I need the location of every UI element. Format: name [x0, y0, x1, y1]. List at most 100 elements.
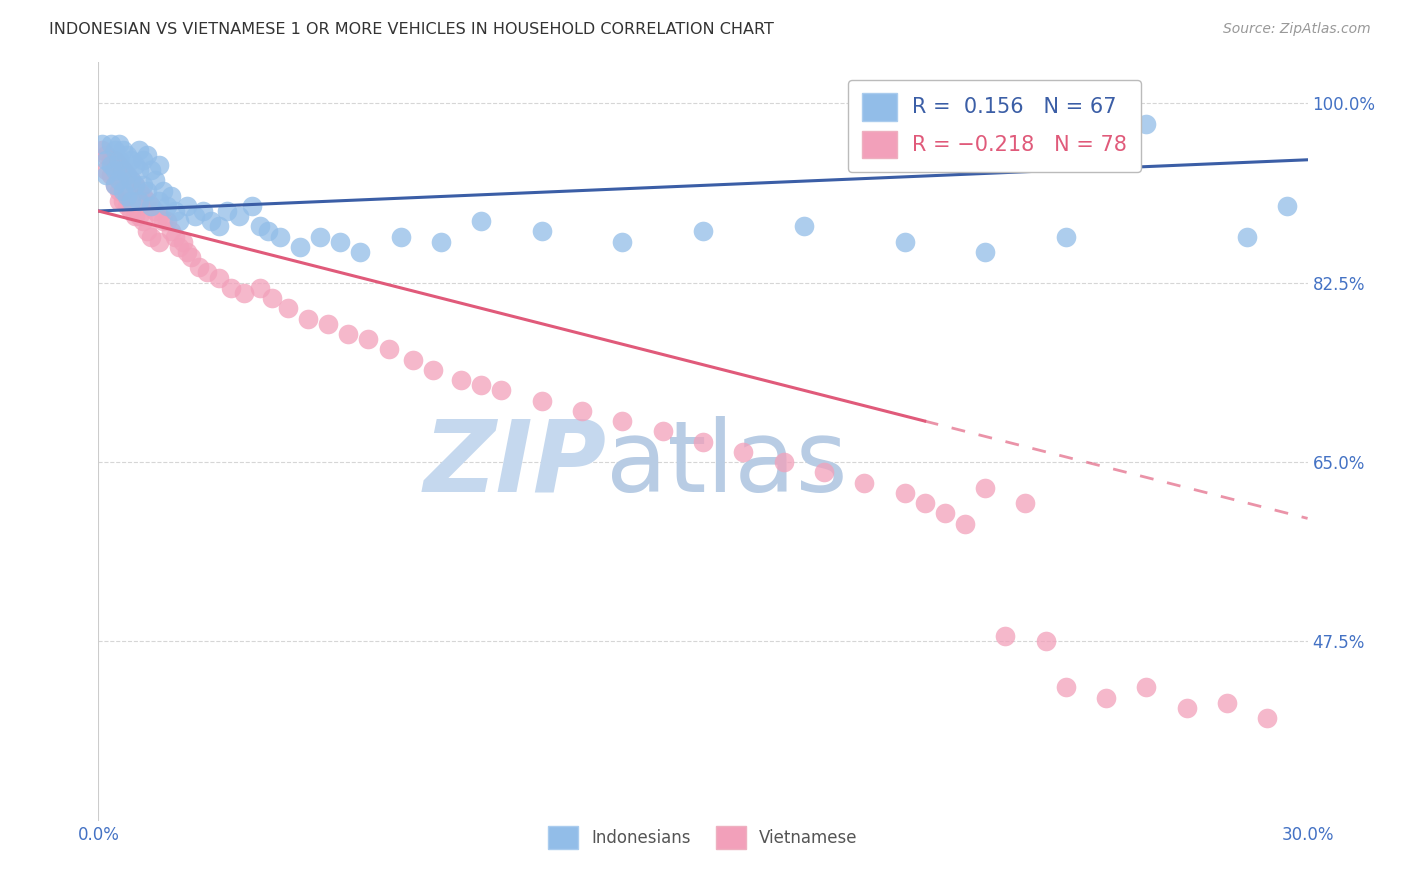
Point	[277, 301, 299, 316]
Point	[188, 260, 211, 275]
Point	[232, 285, 254, 300]
Point	[135, 225, 157, 239]
Point	[107, 137, 129, 152]
Point	[377, 343, 399, 357]
Point	[103, 163, 125, 178]
Point	[124, 178, 146, 193]
Point	[612, 235, 634, 249]
Point	[115, 147, 138, 161]
Point	[107, 158, 129, 172]
Point	[1175, 701, 1198, 715]
Point	[1216, 696, 1239, 710]
Point	[692, 434, 714, 449]
Point	[530, 225, 553, 239]
Point	[107, 153, 129, 167]
Point	[124, 178, 146, 193]
Point	[1277, 199, 1299, 213]
Point	[148, 209, 170, 223]
Point	[103, 178, 125, 193]
Point	[139, 199, 162, 213]
Point	[249, 281, 271, 295]
Point	[135, 147, 157, 161]
Point	[953, 516, 976, 531]
Point	[96, 163, 118, 178]
Point	[337, 326, 360, 341]
Point	[96, 153, 118, 167]
Point	[934, 506, 956, 520]
Text: ZIP: ZIP	[423, 416, 606, 513]
Point	[1135, 117, 1157, 131]
Point	[120, 153, 142, 167]
Point	[152, 214, 174, 228]
Point	[974, 245, 997, 260]
Point	[124, 209, 146, 223]
Point	[1236, 229, 1258, 244]
Point	[132, 178, 155, 193]
Point	[349, 245, 371, 260]
Point	[1095, 690, 1118, 705]
Point	[124, 158, 146, 172]
Point	[217, 204, 239, 219]
Point	[221, 281, 243, 295]
Point	[103, 153, 125, 167]
Point	[297, 311, 319, 326]
Point	[96, 168, 118, 182]
Point	[430, 235, 453, 249]
Point	[260, 291, 283, 305]
Point	[143, 173, 166, 187]
Point	[1014, 496, 1036, 510]
Point	[240, 199, 263, 213]
Point	[651, 425, 673, 439]
Point	[111, 163, 134, 178]
Point	[91, 137, 114, 152]
Point	[530, 393, 553, 408]
Point	[228, 209, 250, 223]
Point	[1256, 711, 1278, 725]
Point	[111, 194, 134, 208]
Point	[772, 455, 794, 469]
Point	[128, 194, 150, 208]
Point	[160, 188, 183, 202]
Point	[470, 378, 492, 392]
Point	[813, 465, 835, 479]
Point	[733, 444, 755, 458]
Point	[974, 481, 997, 495]
Point	[692, 225, 714, 239]
Point	[167, 214, 190, 228]
Point	[853, 475, 876, 490]
Point	[156, 199, 179, 213]
Point	[893, 485, 915, 500]
Point	[132, 153, 155, 167]
Point	[1054, 681, 1077, 695]
Point	[195, 265, 218, 279]
Point	[193, 204, 215, 219]
Point	[107, 184, 129, 198]
Point	[470, 214, 492, 228]
Point	[249, 219, 271, 234]
Point	[103, 143, 125, 157]
Point	[128, 143, 150, 157]
Point	[148, 235, 170, 249]
Point	[115, 188, 138, 202]
Point	[132, 188, 155, 202]
Point	[139, 229, 162, 244]
Point	[163, 229, 186, 244]
Point	[176, 245, 198, 260]
Point	[120, 204, 142, 219]
Point	[184, 209, 207, 223]
Point	[160, 225, 183, 239]
Text: atlas: atlas	[606, 416, 848, 513]
Point	[120, 173, 142, 187]
Point	[107, 173, 129, 187]
Point	[256, 225, 278, 239]
Point	[208, 219, 231, 234]
Point	[156, 214, 179, 228]
Point	[309, 229, 332, 244]
Point	[91, 143, 114, 157]
Point	[100, 137, 122, 152]
Point	[96, 147, 118, 161]
Point	[128, 209, 150, 223]
Point	[128, 163, 150, 178]
Point	[402, 352, 425, 367]
Point	[450, 373, 472, 387]
